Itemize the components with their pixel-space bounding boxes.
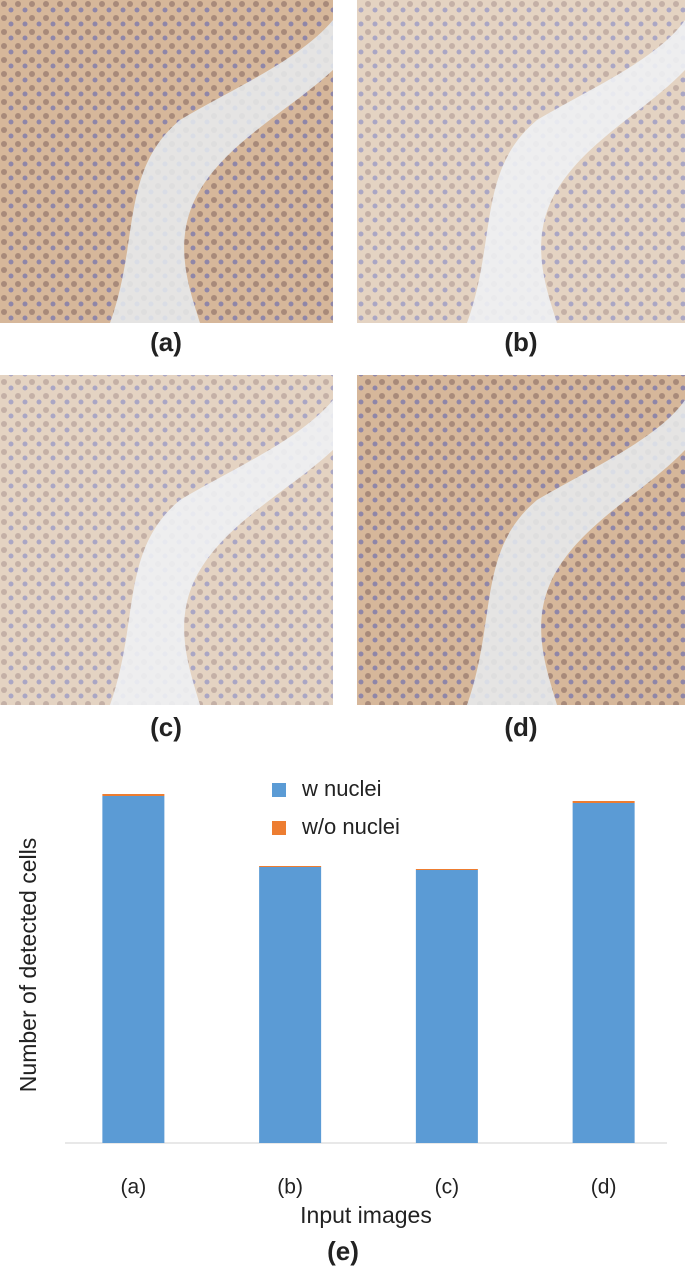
bar-segment: [259, 867, 322, 1143]
x-tick-label: (c): [435, 1176, 460, 1199]
panel-d-image: [357, 375, 685, 705]
panel-label: (d): [504, 712, 537, 742]
panel-c-image: [0, 375, 333, 705]
bar-segment: [572, 801, 635, 803]
bar-segment: [415, 869, 478, 870]
bar-segment: [102, 794, 165, 796]
legend-label: w/o nuclei: [301, 814, 400, 839]
x-tick-label: (b): [277, 1176, 303, 1199]
legend-label: w nuclei: [301, 776, 381, 801]
bar-segment: [415, 870, 478, 1143]
y-axis-label: Number of detected cells: [15, 838, 41, 1092]
x-tick-label: (d): [591, 1176, 617, 1199]
legend-swatch: [272, 783, 286, 797]
bar-segment: [572, 803, 635, 1143]
bar-segment: [259, 866, 322, 867]
panel-b-image: [357, 0, 685, 323]
panel-label: (a): [150, 327, 182, 357]
x-axis-label: Input images: [300, 1202, 432, 1228]
panel-label: (b): [504, 327, 537, 357]
panel-a-image: [0, 0, 333, 323]
caption: (e): [327, 1236, 359, 1266]
bar-segment: [102, 796, 165, 1143]
x-tick-label: (a): [121, 1176, 147, 1199]
legend-swatch: [272, 821, 286, 835]
panel-label: (c): [150, 712, 182, 742]
